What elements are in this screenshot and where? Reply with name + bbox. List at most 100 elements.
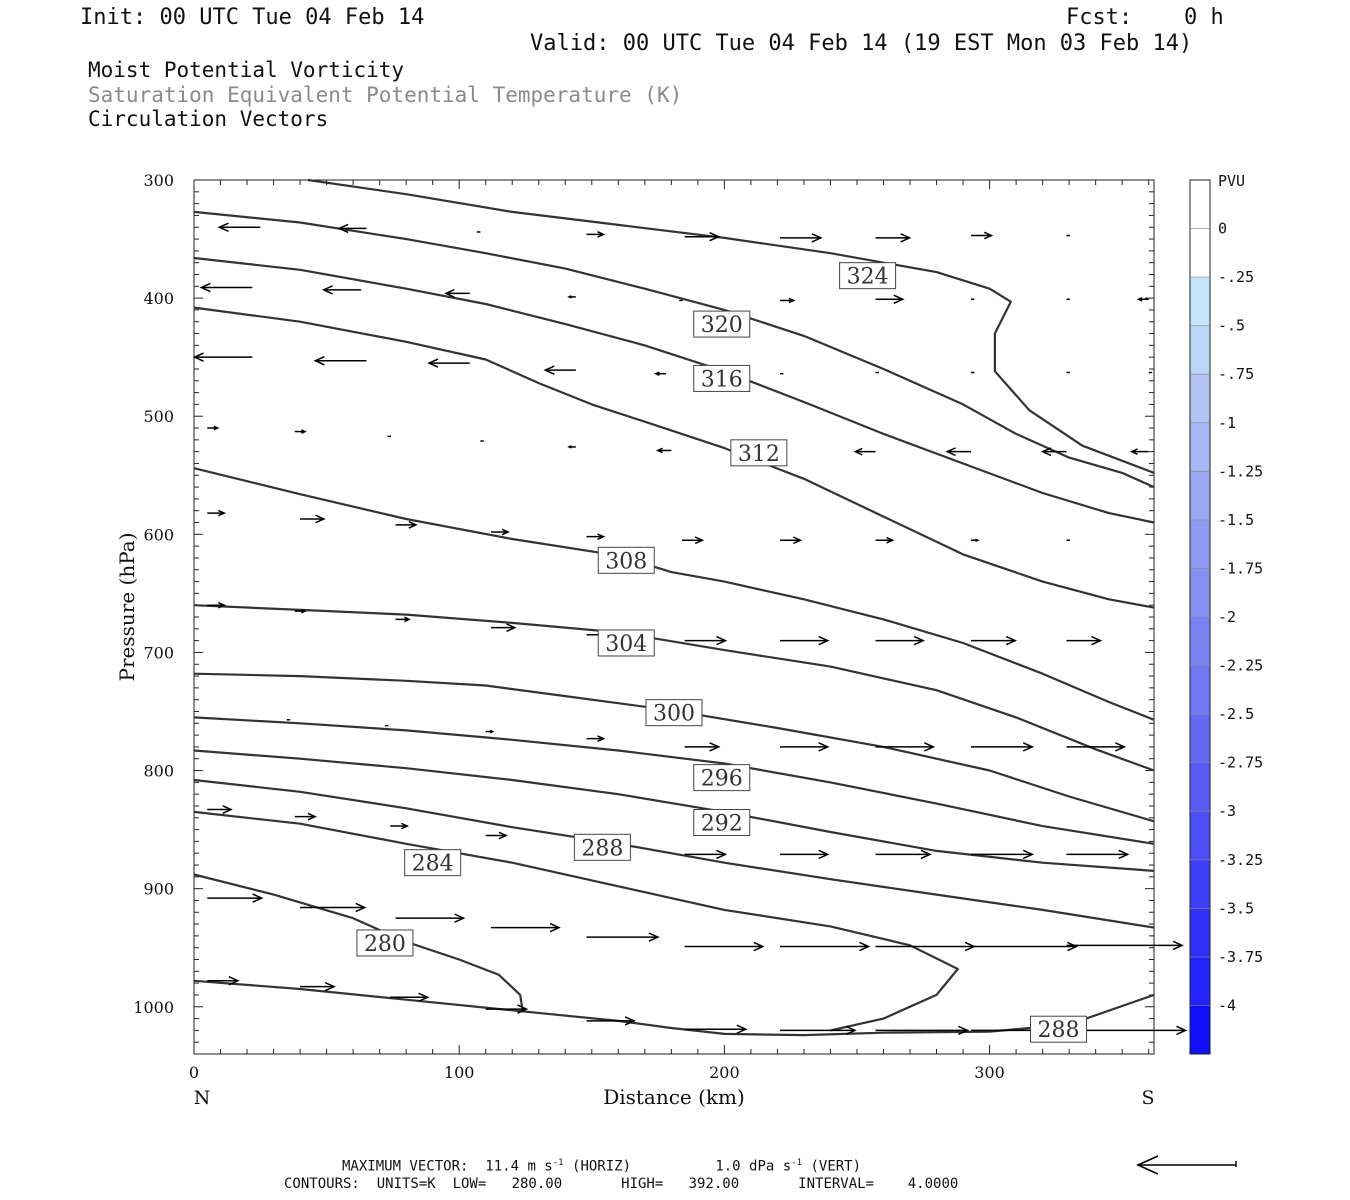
circulation-vector [1066, 940, 1184, 951]
colorbar-swatch [1190, 180, 1210, 229]
circulation-vector [294, 608, 307, 614]
colorbar-swatch [1190, 374, 1210, 423]
x-tick-label: 200 [709, 1063, 740, 1082]
colorbar-swatch [1190, 471, 1210, 520]
circulation-vector [780, 233, 823, 243]
circulation-vector [485, 729, 495, 734]
circulation-vector [875, 941, 976, 952]
contour-label: 300 [653, 702, 695, 727]
contour-label: 288 [1038, 1018, 1080, 1043]
circulation-vector [1129, 448, 1149, 456]
circulation-vector [485, 831, 508, 840]
colorbar-swatch [1190, 908, 1210, 957]
title-mpv: Moist Potential Vorticity [88, 58, 405, 82]
circulation-vector [780, 635, 830, 646]
contour-label-box [597, 546, 655, 574]
circulation-vector [390, 992, 430, 1003]
max-horiz-value: 11.4 m s [485, 1158, 553, 1175]
circulation-vector [300, 514, 326, 524]
colorbar-swatch [1190, 228, 1210, 278]
colorbar-swatch [1190, 811, 1210, 860]
circulation-vector [294, 812, 318, 821]
colorbar-swatch [1190, 277, 1210, 326]
y-tick-label: 800 [143, 762, 174, 781]
circulation-vector [875, 635, 925, 646]
contour-label-box [573, 833, 631, 861]
circulation-vector [586, 533, 606, 541]
title-theta-es: Saturation Equivalent Potential Temperat… [88, 83, 683, 107]
circulation-vector [207, 805, 233, 814]
x-end-label-south: S [1141, 1087, 1154, 1109]
circulation-vector [971, 941, 1079, 952]
colorbar-swatch [1190, 617, 1210, 666]
circulation-vector [684, 941, 765, 952]
valid-time: Valid: 00 UTC Tue 04 Feb 14 (19 EST Mon … [530, 31, 1193, 56]
reference-vector [1136, 1155, 1237, 1175]
contour-label-box [645, 699, 703, 727]
contour-label-box [597, 629, 655, 657]
colorbar-title: PVU [1218, 172, 1245, 190]
circulation-vector [567, 295, 576, 299]
circulation-vector [485, 1004, 529, 1014]
contour-line-292 [193, 749, 1155, 872]
contour-label: 316 [701, 367, 743, 392]
circulation-vector [945, 447, 972, 457]
colorbar-swatch [1190, 568, 1210, 617]
circulation-vector [586, 1016, 636, 1026]
init-time: Init: 00 UTC Tue 04 Feb 14 [80, 5, 425, 30]
colorbar-swatch [1190, 422, 1210, 472]
colorbar-label: -1 [1218, 414, 1236, 432]
colorbar-swatch [1190, 762, 1210, 812]
contour-label-box [1030, 1015, 1088, 1043]
contour-label-box [730, 439, 788, 467]
colorbar-label: -.25 [1218, 268, 1254, 286]
contour-label: 288 [581, 836, 623, 861]
contour-label-box [693, 364, 751, 392]
circulation-vector [853, 447, 876, 456]
circulation-vector [337, 223, 367, 234]
colorbar-label: -4 [1218, 996, 1236, 1014]
circulation-vector [207, 893, 264, 903]
circulation-vector [1040, 447, 1067, 457]
max-vector-line: MAXIMUM VECTOR: 11.4 m s-1 (HORIZ) 1.0 d… [342, 1158, 861, 1175]
contour-line-320 [193, 210, 1155, 489]
circulation-vector [300, 902, 367, 913]
circulation-vector [300, 981, 336, 992]
x-axis-title: Distance (km) [603, 1085, 745, 1109]
contour-line-308 [193, 467, 1155, 721]
horiz-tag: (HORIZ) [572, 1158, 632, 1175]
circulation-vector [875, 233, 912, 243]
contour-label: 312 [738, 442, 780, 467]
circulation-vector [875, 742, 936, 752]
y-axis-title: Pressure (hPa) [115, 533, 139, 682]
colorbar-label: -2.5 [1218, 705, 1254, 723]
circulation-vector [586, 735, 606, 743]
circulation-vector [586, 230, 606, 238]
contour-line-296 [193, 716, 1155, 845]
x-tick-label: 100 [444, 1063, 475, 1082]
colorbar-label: -.5 [1218, 317, 1245, 335]
circulation-vector [780, 941, 871, 952]
circulation-vector [491, 922, 561, 933]
contour-label: 292 [701, 812, 743, 837]
circulation-vector [1066, 635, 1103, 646]
contour-label-box [693, 809, 751, 837]
contour-label: 304 [605, 632, 647, 657]
colorbar-label: -1.25 [1218, 462, 1263, 480]
contour-label-box [356, 929, 414, 957]
contour-label: 284 [412, 852, 454, 877]
circulation-vector [1136, 296, 1149, 302]
circulation-vector [207, 425, 220, 431]
circulation-vector [780, 536, 803, 545]
contour-label: 280 [364, 932, 406, 957]
y-tick-label: 400 [143, 289, 174, 308]
contour-line-312 [193, 306, 1155, 609]
contour-label-box [693, 764, 751, 792]
contour-label-box [404, 849, 462, 877]
colorbar-label: -1.75 [1218, 559, 1263, 577]
colorbar-swatch [1190, 859, 1210, 909]
contour-label-box [693, 310, 751, 338]
circulation-vector [294, 429, 307, 434]
title-vectors: Circulation Vectors [88, 107, 329, 131]
